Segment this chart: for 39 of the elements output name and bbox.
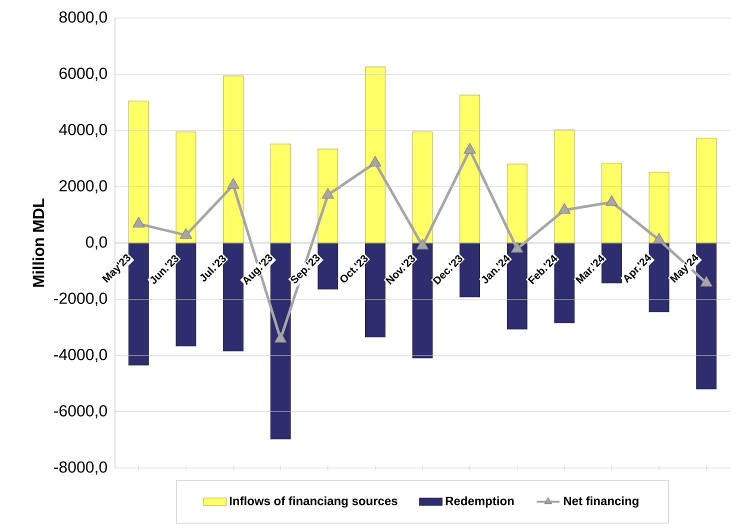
point xyxy=(464,142,476,154)
bar xyxy=(460,94,480,244)
bar xyxy=(223,76,244,244)
y-axis-title: Million MDL xyxy=(32,198,44,287)
y-tick-label: 6000,0 xyxy=(60,68,107,81)
bar xyxy=(176,132,196,244)
bar xyxy=(554,130,575,244)
bar xyxy=(648,172,670,244)
point xyxy=(322,188,334,199)
point xyxy=(606,195,618,206)
y-tick-label: 8000,0 xyxy=(59,11,107,25)
legend-label: Redemption xyxy=(446,496,514,508)
legend-label: Inflows of financiang sources xyxy=(230,496,398,508)
bar xyxy=(364,66,386,244)
y-tick-label: -4000,0 xyxy=(54,348,107,362)
bar xyxy=(128,100,149,244)
y-tick-label: 2000,0 xyxy=(59,180,107,194)
bar xyxy=(412,132,433,244)
point xyxy=(416,238,429,250)
y-tick-label: 4000,0 xyxy=(59,124,107,138)
y-tick-label: -8000,0 xyxy=(54,461,107,475)
point xyxy=(180,228,192,239)
point xyxy=(274,332,287,343)
y-tick-label: -6000,0 xyxy=(54,405,107,418)
point xyxy=(652,232,666,244)
point xyxy=(511,242,524,253)
y-tick-label: 0,0 xyxy=(86,236,108,250)
bar xyxy=(696,138,717,244)
point xyxy=(132,216,145,228)
y-tick-label: -2000,0 xyxy=(54,292,107,306)
bar xyxy=(602,162,622,244)
bar xyxy=(270,144,291,244)
point xyxy=(700,276,712,287)
point xyxy=(227,178,240,189)
point xyxy=(558,203,571,214)
bar xyxy=(506,164,528,244)
bar xyxy=(318,148,338,244)
legend-label: Net financing xyxy=(564,496,638,508)
point xyxy=(369,156,382,167)
